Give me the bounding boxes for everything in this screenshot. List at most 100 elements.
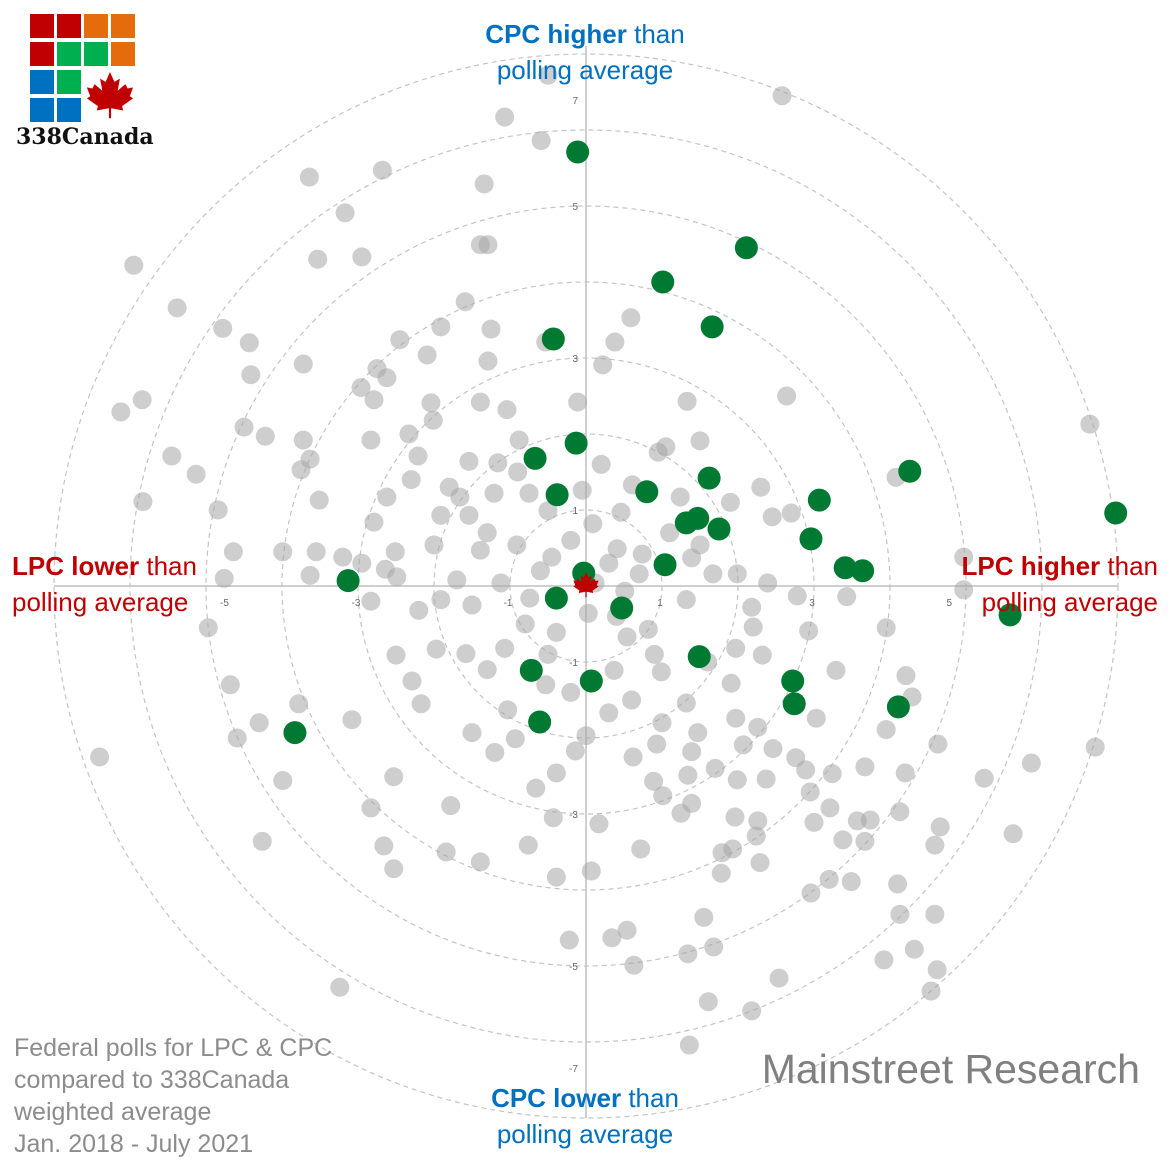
y-tick-label: 1 [572, 506, 578, 517]
point-other-poll [361, 798, 381, 818]
point-other-poll [720, 492, 740, 512]
y-tick-label: -5 [569, 962, 578, 973]
point-other-poll [895, 763, 915, 783]
logo-square [57, 42, 81, 66]
point-other-poll [676, 693, 696, 713]
point-other-poll [505, 729, 525, 749]
point-other-poll [186, 464, 206, 484]
label-rest: than [626, 19, 685, 49]
logo-square [57, 70, 81, 94]
point-other-poll [491, 573, 511, 593]
point-other-poll [615, 581, 635, 601]
point-other-poll [293, 354, 313, 374]
point-other-poll [495, 107, 515, 127]
point-other-poll [763, 739, 783, 759]
point-other-poll [518, 835, 538, 855]
point-other-poll [904, 939, 924, 959]
point-other-poll [520, 588, 540, 608]
point-other-poll [431, 590, 451, 610]
point-other-poll [876, 720, 896, 740]
point-other-poll [478, 235, 498, 255]
point-other-poll [796, 760, 816, 780]
point-other-poll [488, 453, 508, 473]
point-other-poll [352, 247, 372, 267]
tick-labels: -5 -3 -1 1 3 5 7 5 3 1 -1 -3 -5 -7 [220, 96, 952, 1075]
point-other-poll [1085, 737, 1105, 757]
point-other-poll [375, 559, 395, 579]
logo-text: 338Canada [16, 124, 154, 150]
point-other-poll [644, 771, 664, 791]
point-other-poll [384, 767, 404, 787]
point-other-poll [841, 872, 861, 892]
x-tick-label: 1 [657, 598, 663, 609]
point-other-poll [703, 564, 723, 584]
point-other-poll [441, 796, 461, 816]
point-other-poll [167, 298, 187, 318]
point-mainstreet-poll [807, 488, 831, 512]
point-other-poll [431, 505, 451, 525]
point-other-poll [124, 255, 144, 275]
point-other-poll [748, 717, 768, 737]
point-mainstreet-poll [566, 140, 590, 164]
point-mainstreet-poll [799, 527, 823, 551]
reference-point [573, 572, 599, 598]
point-other-poll [617, 920, 637, 940]
point-other-poll [507, 535, 527, 555]
point-other-poll [629, 564, 649, 584]
point-other-poll [497, 400, 517, 420]
point-other-poll [335, 203, 355, 223]
point-other-poll [833, 830, 853, 850]
point-other-poll [459, 505, 479, 525]
point-other-poll [670, 487, 690, 507]
point-other-poll [390, 330, 410, 350]
point-other-poll [409, 600, 429, 620]
point-mainstreet-poll [851, 559, 875, 583]
logo-square [111, 14, 135, 38]
logo-square [30, 70, 54, 94]
label-bold: LPC higher [961, 551, 1101, 581]
point-other-poll [583, 514, 603, 534]
point-other-poll [361, 430, 381, 450]
series-mainstreet [283, 140, 1128, 745]
point-other-poll [543, 808, 563, 828]
point-other-poll [133, 492, 153, 512]
point-other-poll [799, 621, 819, 641]
point-other-poll [727, 770, 747, 790]
point-other-poll [546, 763, 566, 783]
label-bold: LPC lower [12, 551, 140, 581]
point-mainstreet-poll [544, 586, 568, 610]
pollster-name: Mainstreet Research [761, 1046, 1140, 1092]
point-other-poll [213, 318, 233, 338]
point-other-poll [293, 430, 313, 450]
point-other-poll [593, 355, 613, 375]
point-other-poll [677, 391, 697, 411]
point-mainstreet-poll [707, 517, 731, 541]
point-other-poll [90, 747, 110, 767]
point-other-poll [459, 451, 479, 471]
point-other-poll [1021, 753, 1041, 773]
y-tick-label: -7 [569, 1064, 578, 1075]
x-tick-label: -1 [504, 598, 513, 609]
point-other-poll [342, 710, 362, 730]
point-other-poll [743, 617, 763, 637]
footnote-line: Jan. 2018 - July 2021 [14, 1130, 254, 1158]
point-other-poll [578, 603, 598, 623]
point-other-poll [671, 803, 691, 823]
point-other-poll [526, 778, 546, 798]
point-other-poll [921, 981, 941, 1001]
point-other-poll [234, 417, 254, 437]
point-other-poll [762, 507, 782, 527]
point-other-poll [402, 671, 422, 691]
point-other-poll [565, 741, 585, 761]
point-other-poll [306, 542, 326, 562]
point-other-poll [1003, 824, 1023, 844]
point-other-poll [890, 904, 910, 924]
logo-square [111, 42, 135, 66]
point-other-poll [289, 694, 309, 714]
point-other-poll [748, 811, 768, 831]
logo-square [84, 14, 108, 38]
point-other-poll [787, 586, 807, 606]
point-other-poll [855, 831, 875, 851]
point-other-poll [485, 742, 505, 762]
